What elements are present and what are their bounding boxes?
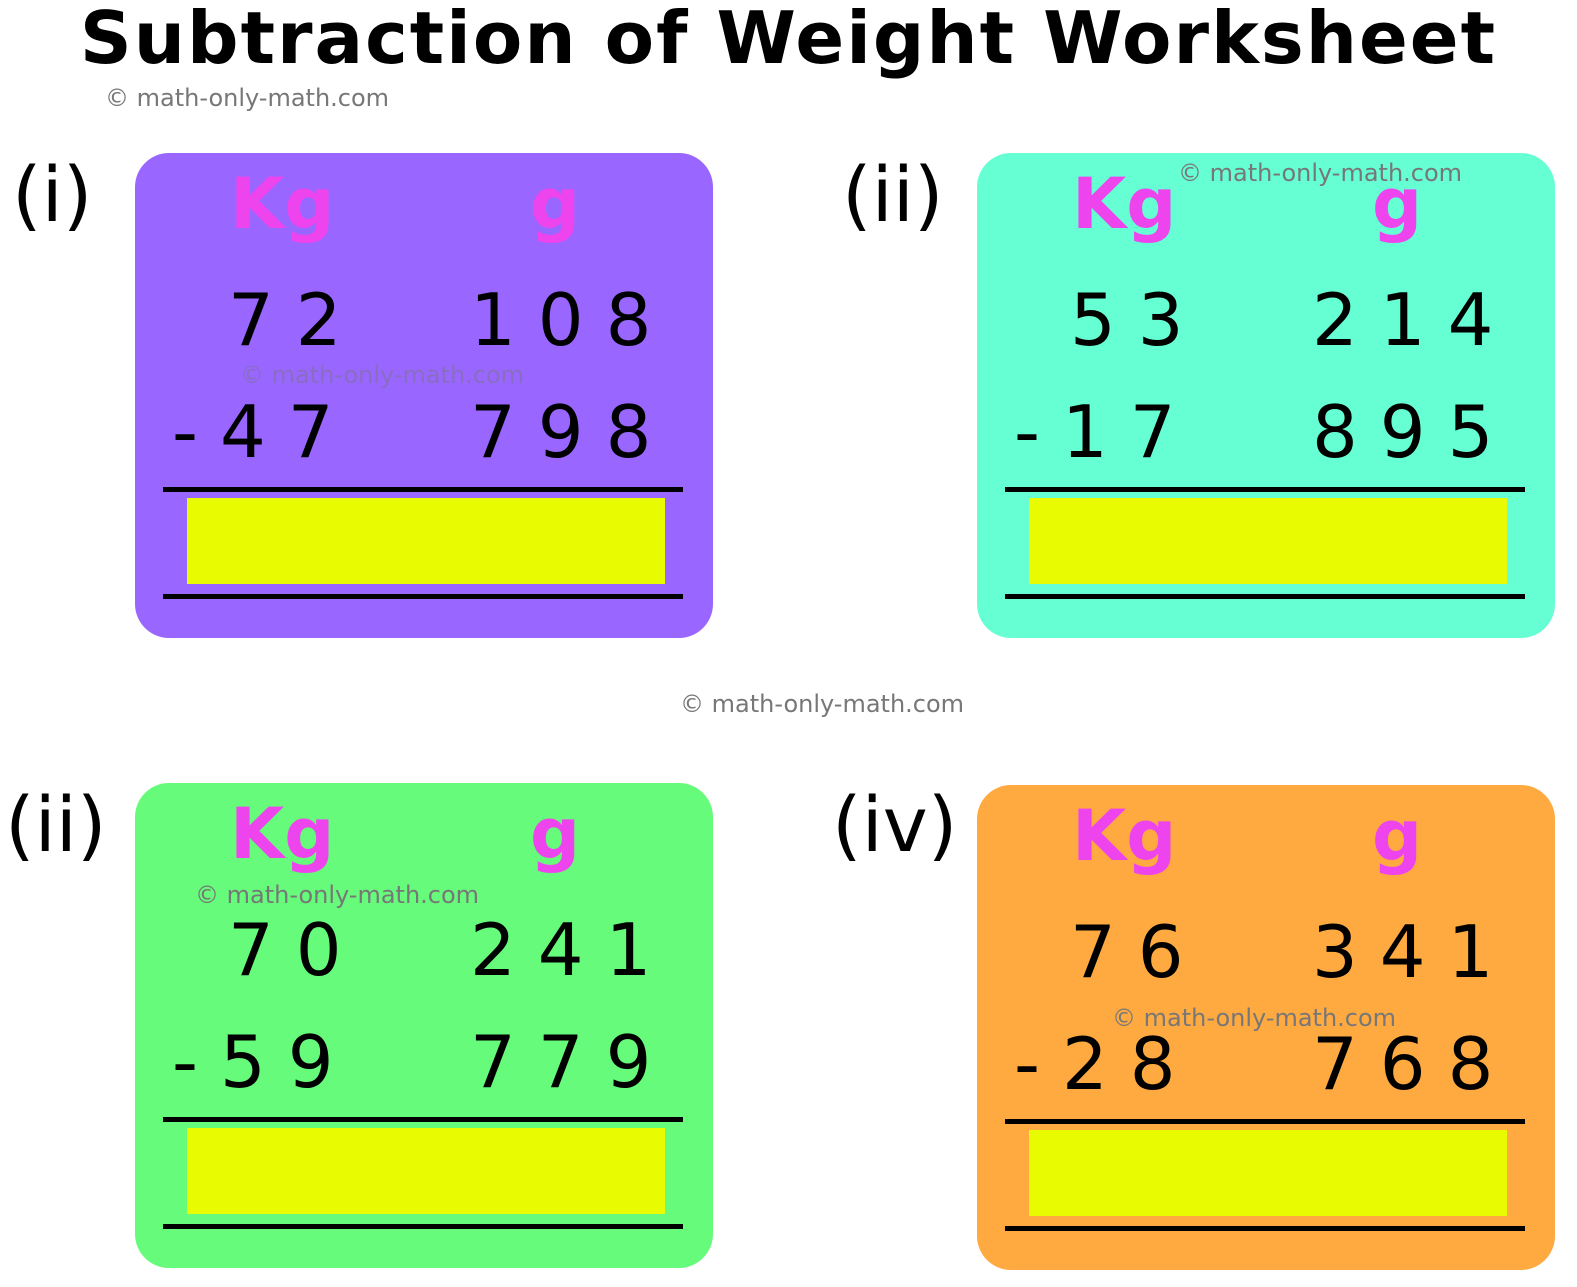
unit-header: Kg (1072, 795, 1177, 877)
rule-line (1005, 487, 1525, 492)
problem-card: Kg g 70 241 -59 779 © math-only-math.com (135, 783, 713, 1268)
subtrahend-kg: -59 (172, 1020, 356, 1104)
watermark: © math-only-math.com (680, 690, 965, 718)
problem-label: (ii) (5, 780, 107, 869)
unit-header: Kg (230, 163, 335, 245)
minuend-kg: 72 (228, 278, 364, 362)
answer-box (1029, 1130, 1507, 1216)
minuend-kg: 70 (228, 908, 364, 992)
watermark: © math-only-math.com (105, 84, 390, 112)
rule-line (163, 1224, 683, 1229)
watermark: © math-only-math.com (195, 881, 480, 909)
problem-card: Kg g 72 108 -47 798 © math-only-math.com (135, 153, 713, 638)
rule-line (163, 1117, 683, 1122)
rule-line (1005, 1119, 1525, 1124)
unit-header: Kg (230, 793, 335, 875)
minuend-g: 341 (1312, 910, 1516, 994)
rule-line (163, 487, 683, 492)
watermark: © math-only-math.com (1112, 1004, 1397, 1032)
problem-label: (iv) (832, 780, 958, 869)
unit-header: g (530, 793, 581, 875)
rule-line (1005, 1226, 1525, 1231)
minuend-kg: 76 (1070, 910, 1206, 994)
answer-box (187, 498, 665, 584)
watermark: © math-only-math.com (1178, 159, 1463, 187)
minuend-g: 108 (470, 278, 674, 362)
problem-label: (ii) (842, 150, 944, 239)
minuend-kg: 53 (1070, 278, 1206, 362)
subtrahend-g: 768 (1312, 1022, 1516, 1106)
minuend-g: 241 (470, 908, 674, 992)
unit-header: g (1372, 795, 1423, 877)
title: Subtraction of Weight Worksheet (79, 0, 1498, 80)
problem-label: (i) (12, 150, 93, 239)
subtrahend-g: 895 (1312, 390, 1516, 474)
watermark: © math-only-math.com (240, 361, 525, 389)
problem-card: Kg g 76 341 -28 768 © math-only-math.com (977, 785, 1555, 1270)
answer-box (187, 1128, 665, 1214)
unit-header: g (530, 163, 581, 245)
unit-header: g (1372, 163, 1423, 245)
subtrahend-kg: -28 (1014, 1022, 1198, 1106)
answer-box (1029, 498, 1507, 584)
rule-line (163, 594, 683, 599)
problem-card: Kg g 53 214 -17 895 © math-only-math.com (977, 153, 1555, 638)
subtrahend-g: 798 (470, 390, 674, 474)
subtrahend-g: 779 (470, 1020, 674, 1104)
minuend-g: 214 (1312, 278, 1516, 362)
subtrahend-kg: -47 (172, 390, 356, 474)
unit-header: Kg (1072, 163, 1177, 245)
rule-line (1005, 594, 1525, 599)
subtrahend-kg: -17 (1014, 390, 1198, 474)
